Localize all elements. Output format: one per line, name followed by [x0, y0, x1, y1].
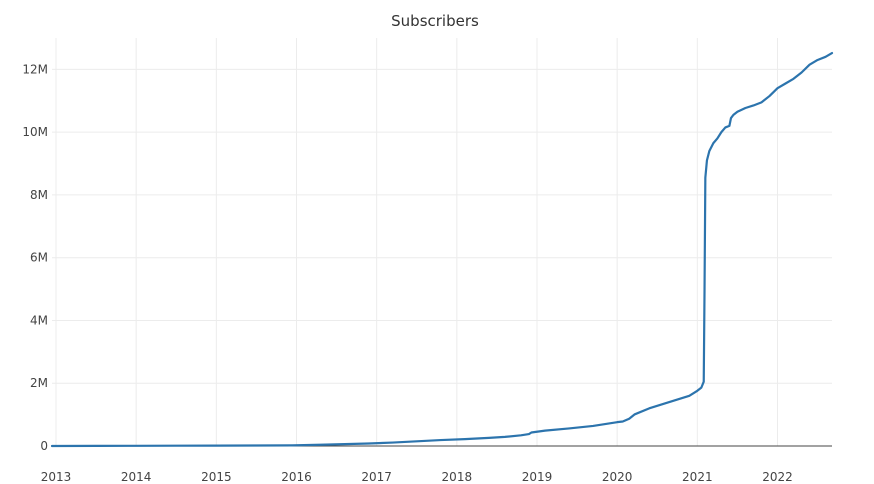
y-tick-label-0: 0	[40, 439, 48, 453]
tick-labels: 2013 2014 2015 2016 2017 2018 2019 2020 2021 2022…	[22, 62, 792, 484]
x-tick-label-2018: 2018	[442, 470, 473, 484]
x-tick-label-2017: 2017	[361, 470, 392, 484]
x-tick-label-2014: 2014	[121, 470, 152, 484]
y-tick-label-8M: 8M	[30, 188, 48, 202]
y-tick-label-6M: 6M	[30, 251, 48, 265]
chart-title: Subscribers	[391, 12, 479, 30]
x-tick-label-2019: 2019	[522, 470, 553, 484]
y-tick-label-10M: 10M	[22, 125, 48, 139]
x-tick-label-2021: 2021	[682, 470, 713, 484]
y-tick-label-2M: 2M	[30, 376, 48, 390]
x-tick-label-2015: 2015	[201, 470, 232, 484]
x-tick-label-2020: 2020	[602, 470, 633, 484]
plot-area	[50, 51, 834, 448]
x-tick-label-2013: 2013	[41, 470, 72, 484]
grid	[52, 38, 832, 446]
y-tick-label-12M: 12M	[22, 62, 48, 76]
series-line-subscribers	[50, 51, 834, 448]
x-tick-label-2022: 2022	[762, 470, 793, 484]
x-tick-label-2016: 2016	[281, 470, 312, 484]
y-tick-label-4M: 4M	[30, 313, 48, 327]
